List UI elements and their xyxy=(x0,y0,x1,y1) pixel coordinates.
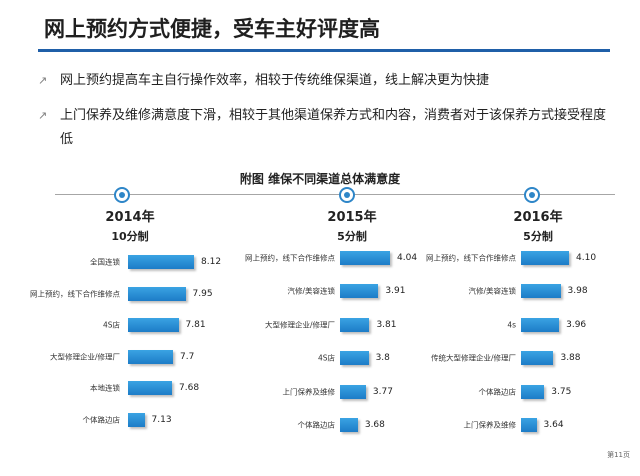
bar xyxy=(521,384,545,399)
bar-category-label: 大型修理企业/修理厂 xyxy=(264,320,335,330)
chart-scale-label: 5分制 xyxy=(337,230,367,243)
bar-category-label: 4S店 xyxy=(317,353,335,363)
bar-value-label: 3.88 xyxy=(560,353,581,364)
timeline-line xyxy=(55,194,615,195)
bar-value-label: 3.77 xyxy=(372,386,393,397)
bar-value-label: 7.68 xyxy=(179,383,200,394)
bar-category-label: 传统大型修理企业/修理厂 xyxy=(430,353,516,363)
bar xyxy=(521,418,537,432)
bar-category-label: 大型修理企业/修理厂 xyxy=(49,352,120,362)
bar xyxy=(521,251,569,265)
bar xyxy=(340,284,379,299)
bullet-text: 上门保养及维修满意度下滑，相较于其他渠道保养方式和内容，消费者对于该保养方式接受… xyxy=(60,108,607,147)
bullet-text: 网上预约提高车主自行操作效率，相较于传统维保渠道，线上解决更为快捷 xyxy=(60,73,490,88)
bar xyxy=(521,351,554,366)
bar xyxy=(128,381,172,396)
bar xyxy=(128,286,186,301)
page-number: 第11页 xyxy=(607,451,630,459)
timeline-node-icon xyxy=(114,187,130,203)
bar xyxy=(128,318,179,333)
bar xyxy=(340,418,358,432)
bar-value-label: 7.7 xyxy=(180,351,195,362)
bar-value-label: 3.64 xyxy=(543,420,564,430)
bar-category-label: 本地连锁 xyxy=(90,383,120,393)
bar-value-label: 7.81 xyxy=(185,320,206,331)
bar-value-label: 7.13 xyxy=(151,415,172,425)
bar-value-label: 3.96 xyxy=(566,319,587,330)
bar-value-label: 3.81 xyxy=(376,319,397,330)
bar-category-label: 上门保养及维修 xyxy=(463,420,517,430)
bar-category-label: 个体路边店 xyxy=(297,420,336,430)
bullet-2: ↗ 上门保养及维修满意度下滑，相较于其他渠道保养方式和内容，消费者对于该保养方式… xyxy=(38,104,618,152)
chart-year-title: 2014年 xyxy=(105,210,155,225)
bar-value-label: 3.98 xyxy=(567,286,588,297)
bar-category-label: 4s xyxy=(507,320,516,330)
bar xyxy=(128,413,145,427)
chart-year-title: 2016年 xyxy=(513,210,563,225)
page-title: 网上预约方式便捷，受车主好评度高 xyxy=(44,17,380,41)
bar xyxy=(340,384,366,399)
bar xyxy=(340,317,370,332)
bar-category-label: 网上预约，线下合作维修点 xyxy=(245,253,335,263)
bar-category-label: 汽修/美容连锁 xyxy=(468,286,516,296)
bar xyxy=(521,317,560,332)
bar xyxy=(521,284,561,299)
title-rule xyxy=(38,49,610,52)
bar xyxy=(340,251,390,265)
bar-category-label: 上门保养及维修 xyxy=(282,387,336,397)
bar xyxy=(340,351,369,366)
bar-category-label: 网上预约，线下合作维修点 xyxy=(30,289,120,299)
bar-value-label: 4.04 xyxy=(397,253,418,263)
chart-year-title: 2015年 xyxy=(327,210,377,225)
bar-value-label: 8.12 xyxy=(201,257,222,267)
arrow-bullet-icon: ↗ xyxy=(38,74,48,87)
bar-category-label: 个体路边店 xyxy=(82,415,121,425)
chart-scale-label: 5分制 xyxy=(523,230,553,243)
bar-value-label: 4.10 xyxy=(576,253,597,263)
chart-scale-label: 10分制 xyxy=(111,230,149,243)
bar xyxy=(128,349,173,364)
bar-value-label: 3.75 xyxy=(551,386,572,397)
bar-category-label: 4S店 xyxy=(102,320,120,330)
bar-value-label: 3.68 xyxy=(364,420,385,430)
bar-value-label: 3.8 xyxy=(375,353,390,364)
bar-category-label: 汽修/美容连锁 xyxy=(287,286,335,296)
bar-category-label: 网上预约，线下合作维修点 xyxy=(426,253,516,263)
timeline-node-icon xyxy=(524,187,540,203)
timeline-node-icon xyxy=(339,187,355,203)
bar xyxy=(128,255,194,269)
bar-value-label: 3.91 xyxy=(385,286,406,297)
bullet-1: ↗ 网上预约提高车主自行操作效率，相较于传统维保渠道，线上解决更为快捷 xyxy=(38,69,618,93)
bar-category-label: 全国连锁 xyxy=(90,257,120,267)
arrow-bullet-icon: ↗ xyxy=(38,109,48,122)
figure-caption: 附图 维保不同渠道总体满意度 xyxy=(239,172,401,186)
bar-category-label: 个体路边店 xyxy=(478,387,517,397)
bar-value-label: 7.95 xyxy=(192,288,213,299)
